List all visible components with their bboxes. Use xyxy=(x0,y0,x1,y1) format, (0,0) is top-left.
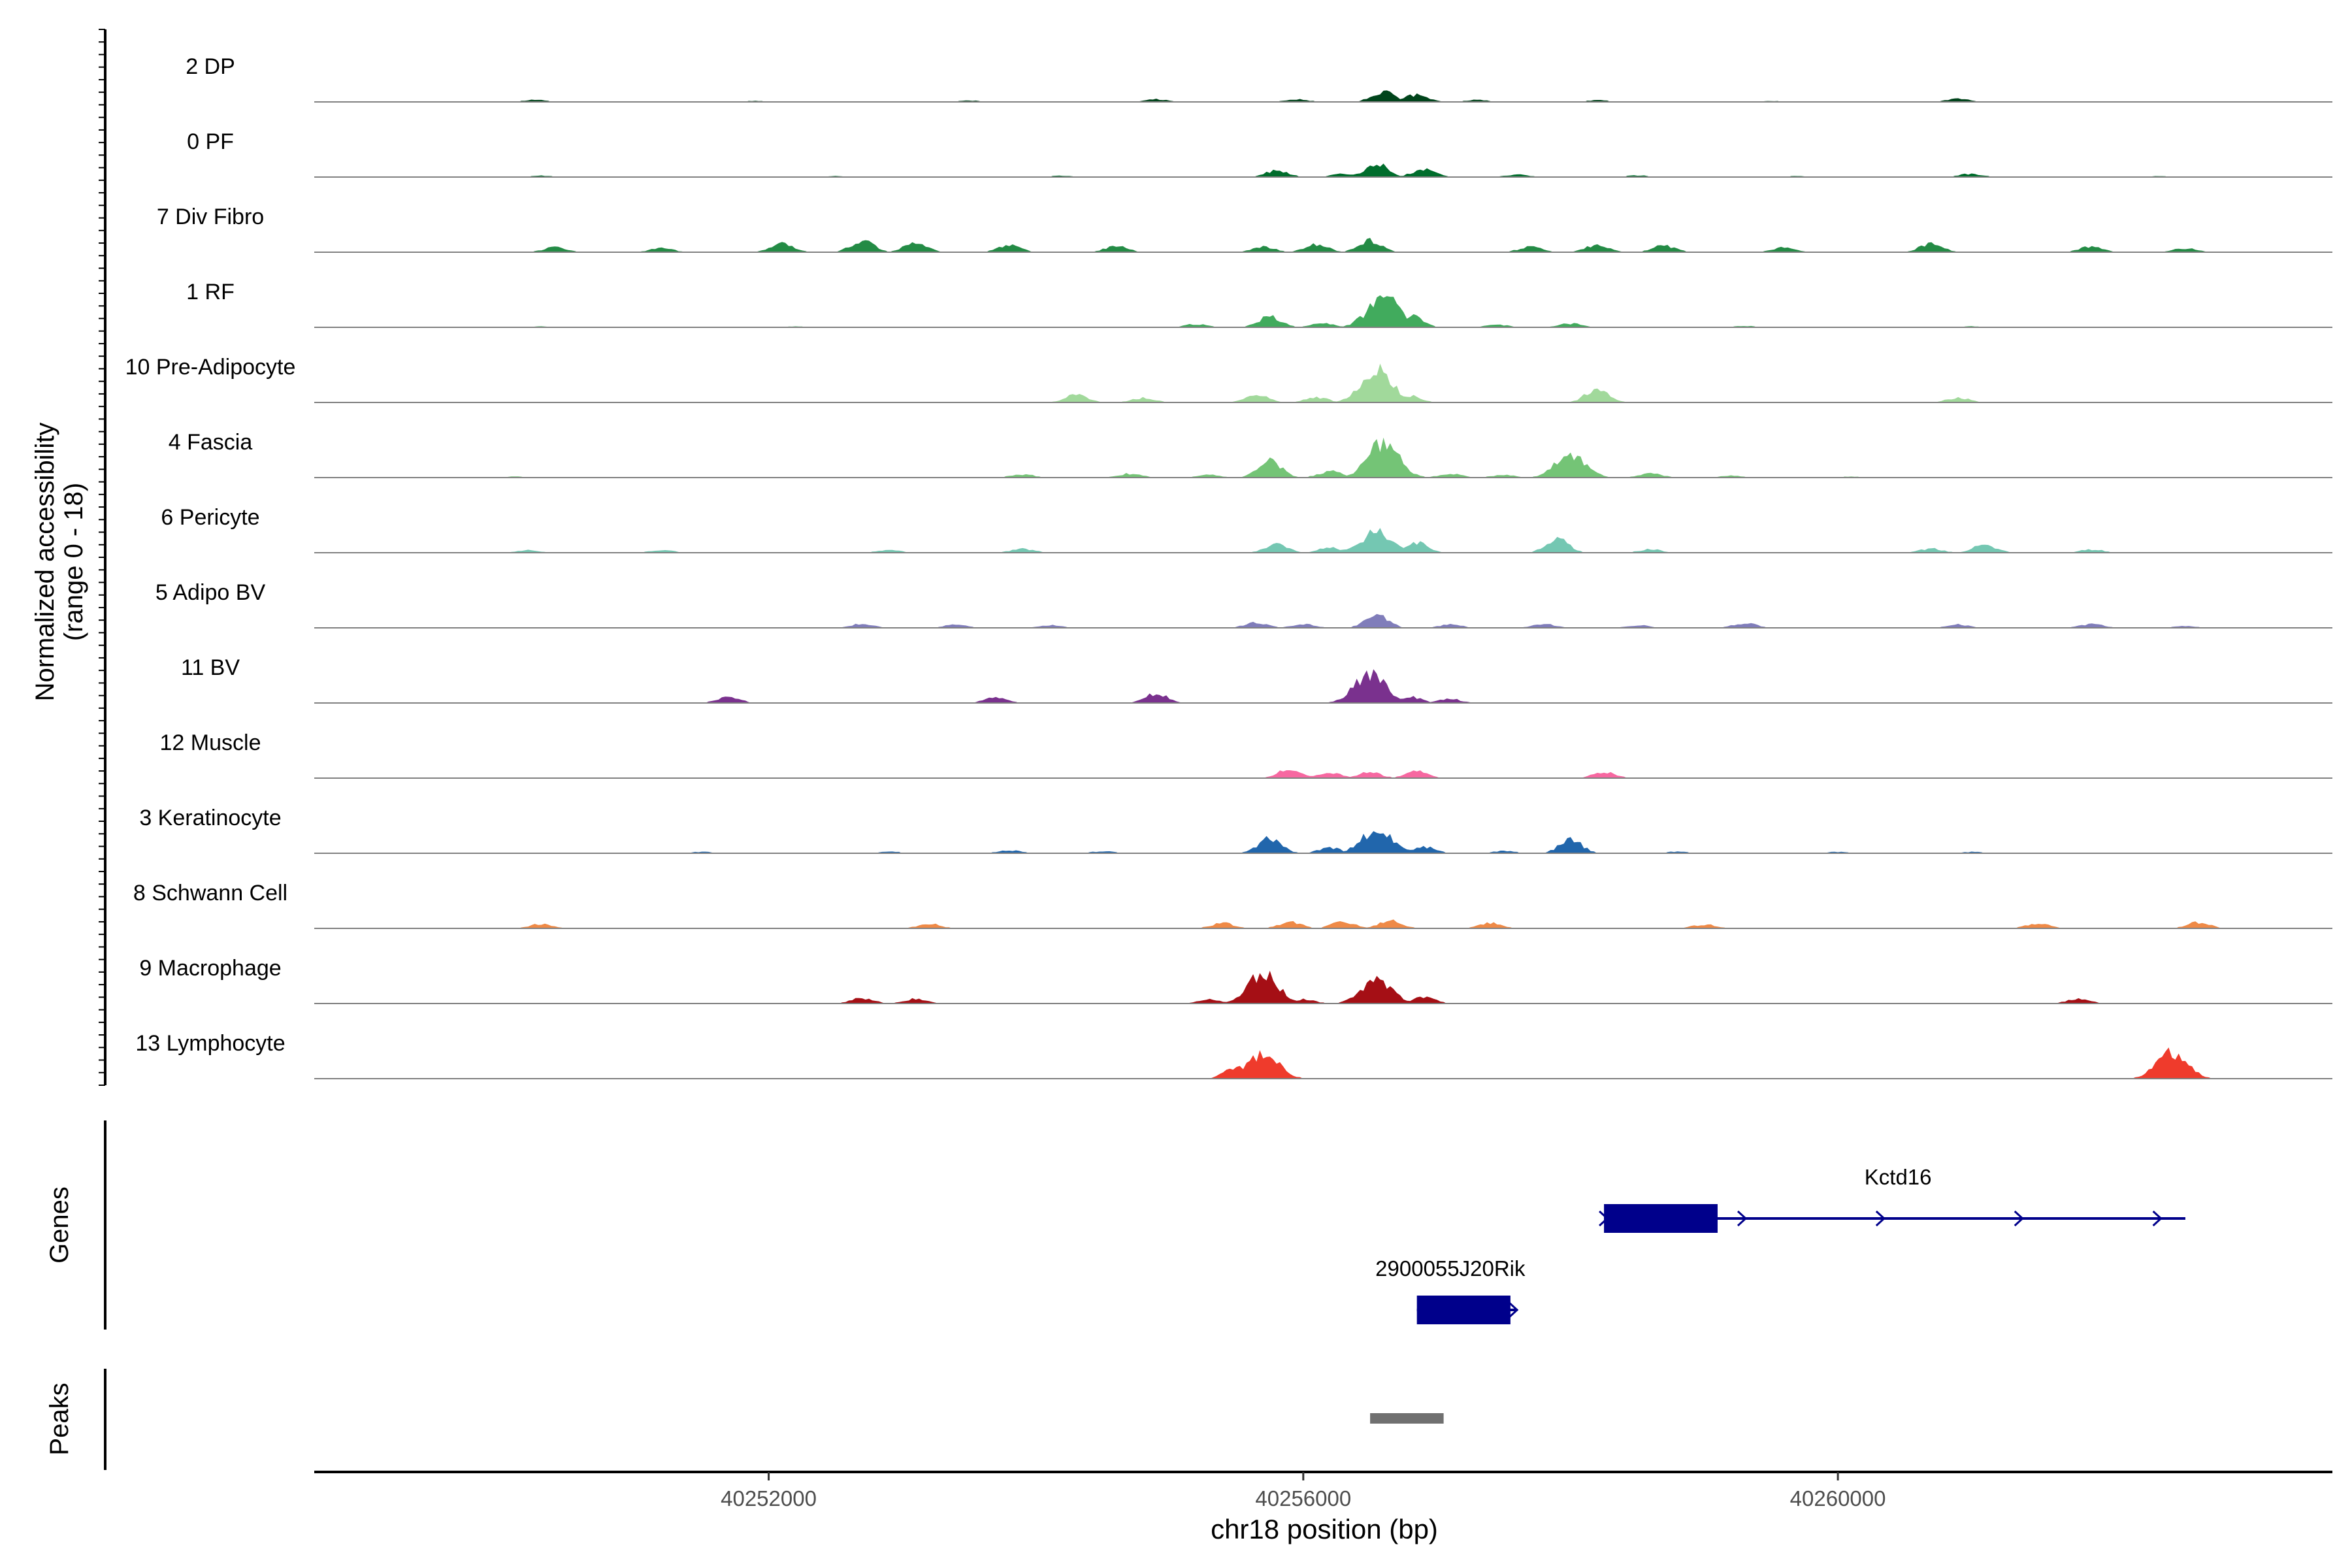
peaks-panel-label: Peaks xyxy=(45,1382,74,1455)
peaks-layer xyxy=(1370,1413,1444,1424)
coverage-y-axis xyxy=(99,29,106,1086)
y-axis-range: (range 0 - 18) xyxy=(59,483,88,641)
gene-label: Kctd16 xyxy=(1865,1165,1932,1189)
gene-exon xyxy=(1604,1204,1718,1233)
coverage-track: 9 Macrophage xyxy=(139,956,2332,1004)
strand-arrow xyxy=(1875,1210,1886,1227)
coverage-track: 12 Muscle xyxy=(160,730,2332,779)
peak-region xyxy=(1370,1413,1444,1424)
x-tick-label: 40256000 xyxy=(1255,1486,1351,1511)
coverage-area xyxy=(421,437,2313,478)
coverage-track: 1 RF xyxy=(186,280,2332,328)
gene-label: 2900055J20Rik xyxy=(1375,1256,1526,1281)
coverage-area xyxy=(421,163,2313,177)
coverage-track: 2 DP xyxy=(186,54,2332,103)
track-label: 13 Lymphocyte xyxy=(135,1031,285,1056)
track-label: 6 Pericyte xyxy=(161,505,259,530)
track-label: 5 Adipo BV xyxy=(155,580,266,605)
strand-arrow xyxy=(1737,1210,1748,1227)
coverage-track: 3 Keratinocyte xyxy=(139,806,2332,854)
coverage-area xyxy=(421,363,2313,402)
x-tick-label: 40260000 xyxy=(1790,1486,1886,1511)
coverage-track: 7 Div Fibro xyxy=(157,204,2332,253)
tracks-layer: 2 DP 0 PF 7 Div Fibro 1 RF 10 Pre-Adipocyte 4… xyxy=(125,54,2332,1079)
coverage-area xyxy=(421,919,2313,928)
gene-exon xyxy=(1416,1296,1511,1324)
track-label: 0 PF xyxy=(187,129,234,154)
coverage-area xyxy=(421,970,2313,1004)
strand-arrow xyxy=(1509,1301,1519,1318)
coverage-track: 0 PF xyxy=(187,129,2332,178)
track-label: 9 Macrophage xyxy=(139,956,281,981)
coverage-area xyxy=(421,295,2313,327)
track-label: 3 Keratinocyte xyxy=(139,806,281,830)
track-label: 8 Schwann Cell xyxy=(133,881,287,906)
coverage-track: 10 Pre-Adipocyte xyxy=(125,355,2332,403)
genes-layer: Kctd16 2900055J20Rik xyxy=(1375,1165,2185,1324)
coverage-area xyxy=(421,1047,2313,1079)
coverage-area xyxy=(421,238,2313,252)
track-label: 12 Muscle xyxy=(160,730,261,755)
x-tick-label: 40252000 xyxy=(721,1486,817,1511)
coverage-area xyxy=(421,831,2313,853)
track-label: 2 DP xyxy=(186,54,235,79)
coverage-area xyxy=(421,90,2313,102)
coverage-area xyxy=(421,613,2313,628)
gene-model: 2900055J20Rik xyxy=(1375,1256,1526,1324)
strand-arrow xyxy=(2014,1210,2024,1227)
coverage-track: 13 Lymphocyte xyxy=(135,1031,2332,1079)
track-label: 11 BV xyxy=(181,655,240,680)
coverage-area xyxy=(421,770,2313,778)
strand-arrow xyxy=(2152,1210,2163,1227)
y-axis-title: Normalized accessibility xyxy=(31,423,59,702)
gene-model: Kctd16 xyxy=(1599,1165,2185,1233)
track-label: 1 RF xyxy=(186,280,235,304)
coverage-area xyxy=(421,669,2313,703)
coverage-track: 11 BV xyxy=(181,655,2332,704)
coverage-track: 8 Schwann Cell xyxy=(133,881,2332,929)
coverage-track: 4 Fascia xyxy=(169,430,2332,478)
x-axis: 40252000 40256000 40260000 xyxy=(721,1472,1886,1511)
coverage-track: 6 Pericyte xyxy=(161,505,2332,553)
track-label: 7 Div Fibro xyxy=(157,204,264,229)
track-label: 10 Pre-Adipocyte xyxy=(125,355,296,380)
coverage-track: 5 Adipo BV xyxy=(155,580,2332,629)
track-label: 4 Fascia xyxy=(169,430,253,455)
coverage-area xyxy=(421,528,2313,553)
x-axis-title: chr18 position (bp) xyxy=(1211,1514,1438,1544)
genes-panel-label: Genes xyxy=(45,1186,74,1264)
